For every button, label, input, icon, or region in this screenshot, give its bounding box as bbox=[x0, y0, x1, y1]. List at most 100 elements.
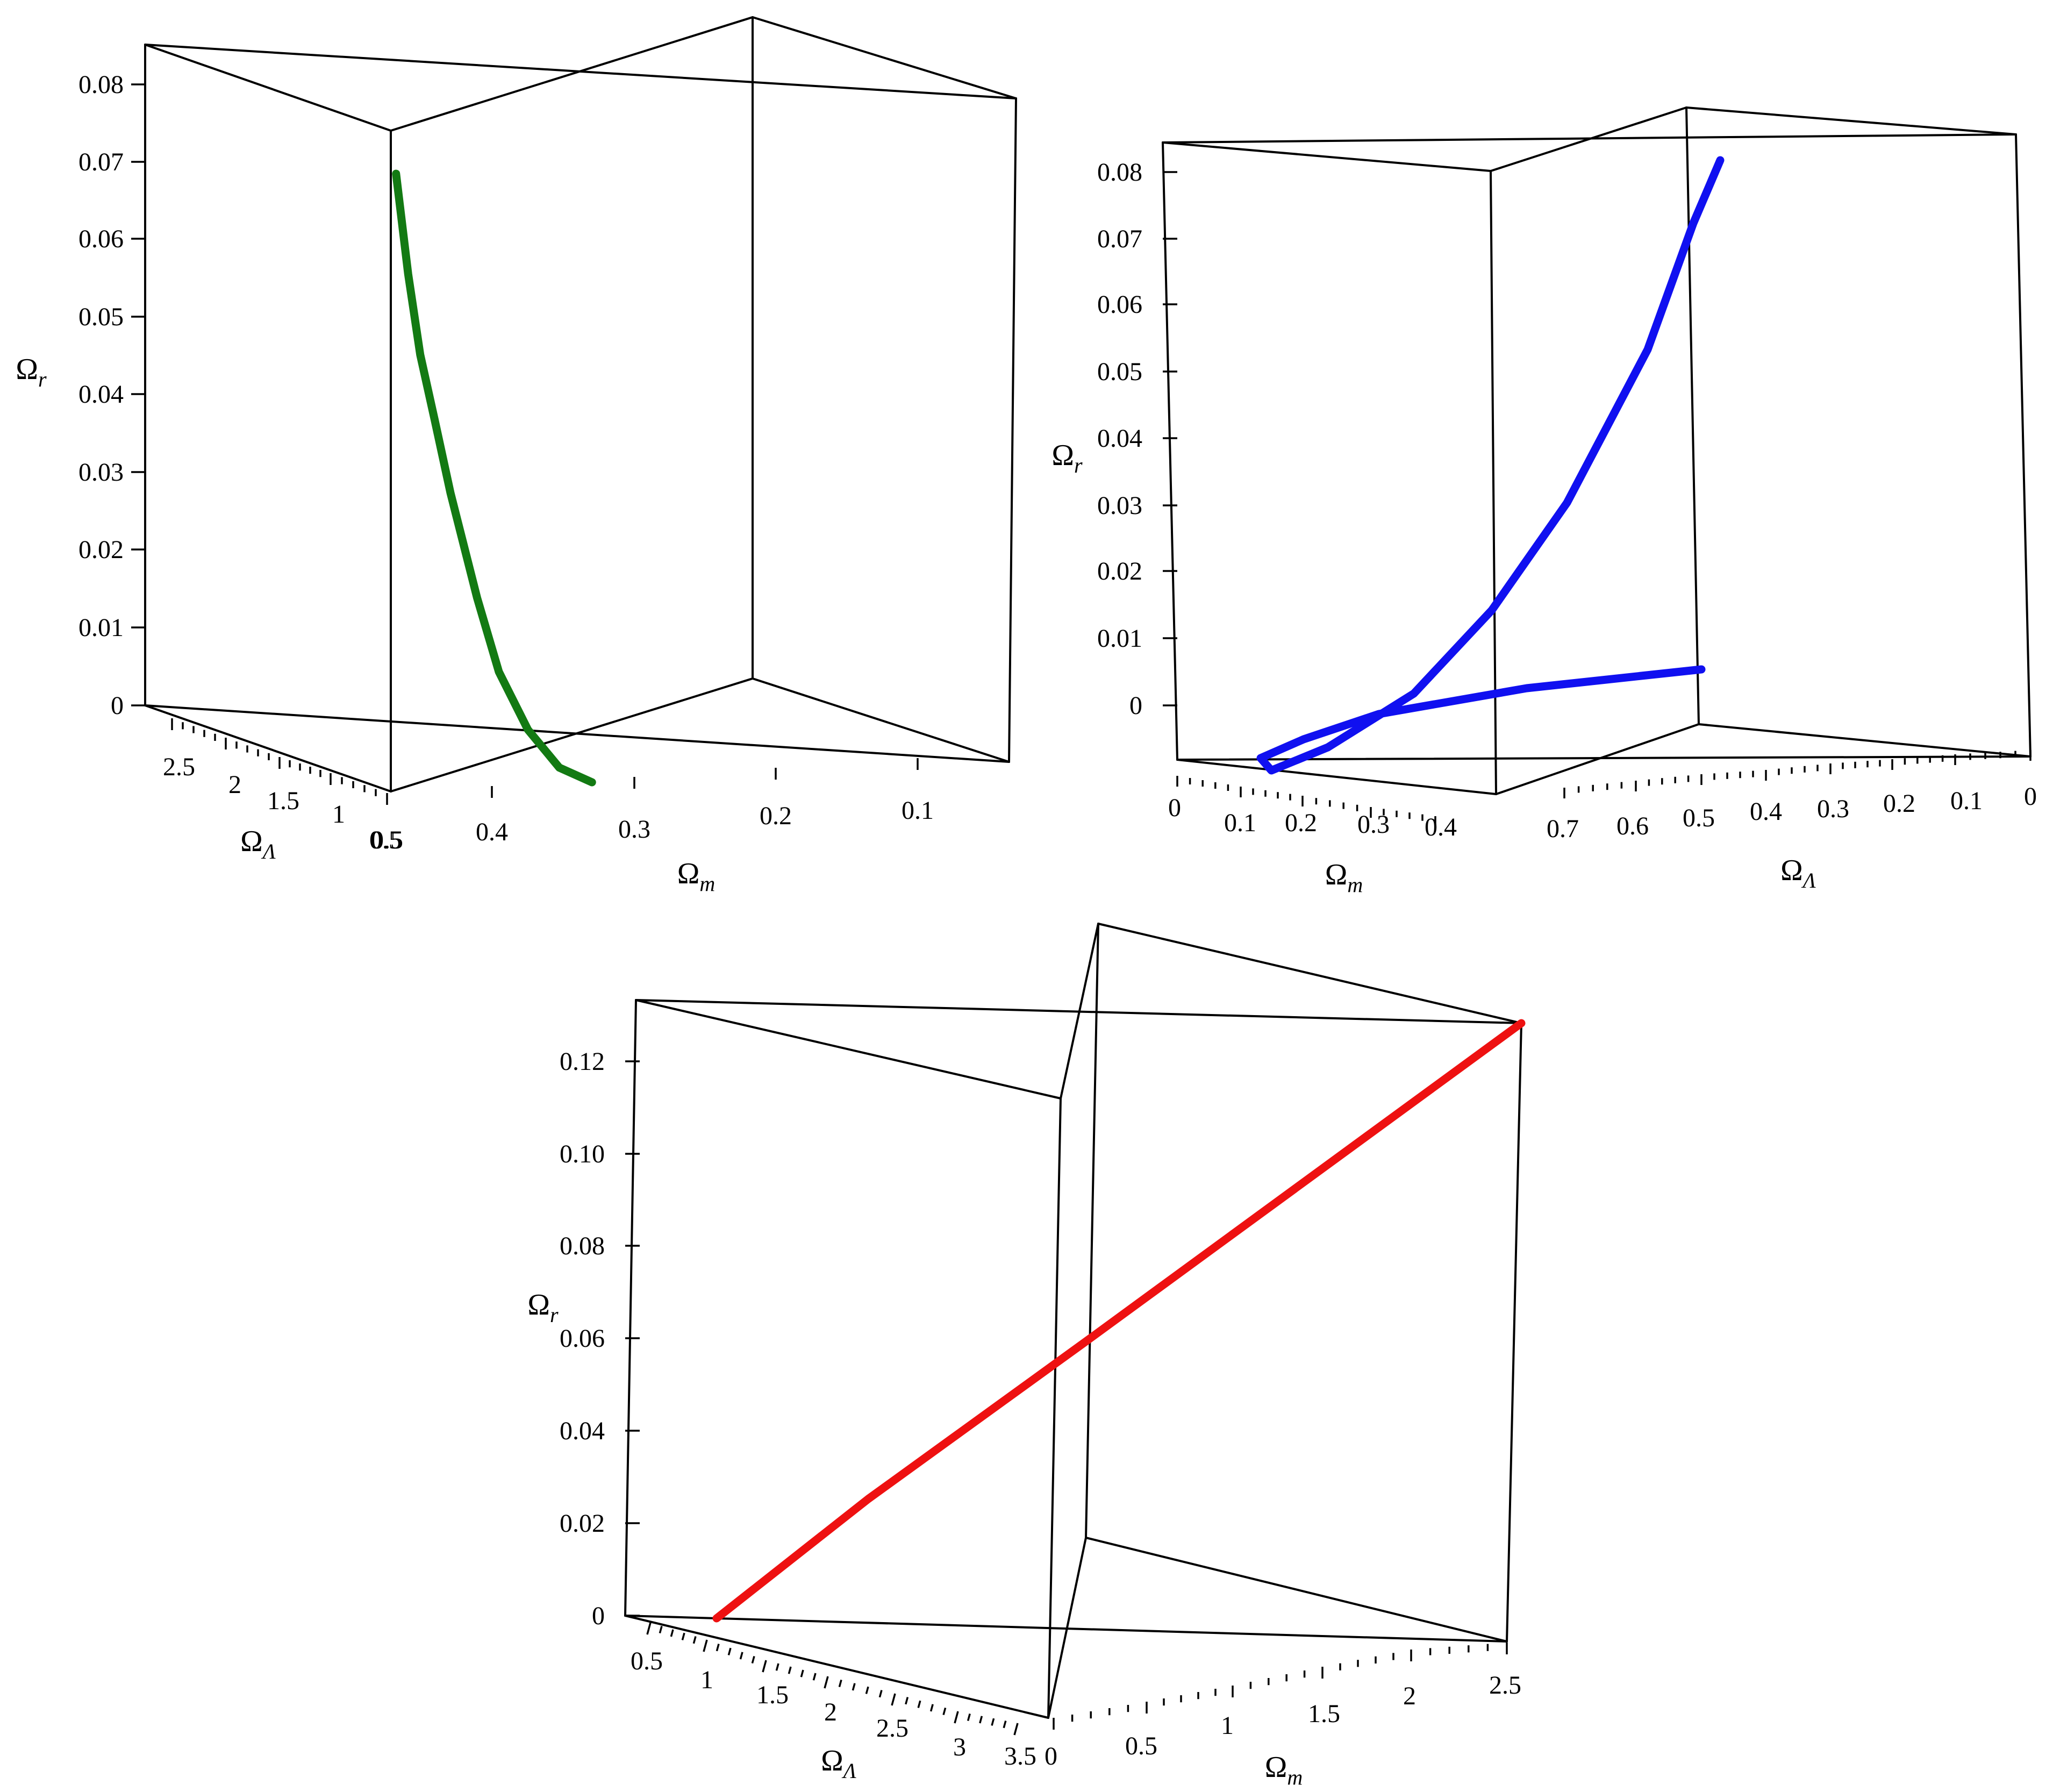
box-edge bbox=[2015, 133, 2031, 758]
z-tick-label: 0.04 bbox=[560, 1417, 605, 1445]
box-edge bbox=[1047, 1097, 1062, 1719]
box-edge bbox=[635, 999, 1062, 1100]
box-edge bbox=[1060, 923, 1099, 1100]
m-tick-label: 0.2 bbox=[1285, 809, 1317, 837]
z-tick-label: 0.05 bbox=[78, 303, 124, 331]
lambda-minor-tick bbox=[739, 1652, 743, 1660]
box-edge bbox=[390, 16, 754, 132]
lambda-tick-label: 3 bbox=[953, 1733, 966, 1761]
m-tick-label: 1.5 bbox=[1308, 1700, 1340, 1728]
z-axis-label: Ωr bbox=[527, 1288, 559, 1327]
lambda-minor-tick bbox=[670, 1629, 674, 1637]
lambda-minor-tick bbox=[1003, 1720, 1007, 1729]
lambda-minor-tick bbox=[692, 1636, 697, 1644]
box-edge bbox=[752, 16, 1017, 99]
box-edge bbox=[752, 677, 1010, 763]
lambda-tick-label: 1 bbox=[700, 1666, 713, 1694]
z-tick-label: 0 bbox=[1129, 691, 1142, 720]
lambda-tick bbox=[891, 1693, 896, 1706]
z-tick-label: 0.07 bbox=[1097, 225, 1142, 253]
m-tick-label: 0.2 bbox=[760, 802, 792, 830]
z-tick-label: 0.06 bbox=[560, 1324, 605, 1353]
z-tick-label: 0 bbox=[592, 1602, 605, 1630]
z-tick-label: 0.03 bbox=[78, 458, 124, 487]
z-axis-label: Ωr bbox=[16, 353, 47, 391]
lambda-tick-label: 0.1 bbox=[1950, 787, 1983, 815]
lambda-minor-tick bbox=[659, 1625, 663, 1634]
lambda-tick-label: 2 bbox=[824, 1698, 837, 1726]
z-tick-label: 0.04 bbox=[1097, 424, 1142, 453]
lambda-tick-label: 0 bbox=[2024, 782, 2037, 811]
box-edge bbox=[390, 677, 754, 793]
lambda-minor-tick bbox=[979, 1716, 983, 1724]
z-tick-label: 0.03 bbox=[1097, 491, 1142, 520]
lambda-minor-tick bbox=[878, 1690, 883, 1698]
lambda-tick bbox=[824, 1676, 829, 1689]
lambda-tick-label: 2.5 bbox=[876, 1714, 909, 1743]
box-edge bbox=[1495, 723, 1700, 795]
lambda-minor-tick bbox=[800, 1669, 804, 1677]
lambda-tick-label: 1.5 bbox=[756, 1681, 789, 1709]
z-tick-label: 0.10 bbox=[560, 1140, 605, 1168]
lambda-minor-tick bbox=[917, 1700, 921, 1708]
box-edge bbox=[1008, 97, 1017, 763]
series-line-green bbox=[392, 169, 596, 787]
m-tick-label: 0 bbox=[1045, 1742, 1057, 1770]
lambda-tick-label: 0.5 bbox=[369, 826, 402, 854]
lambda-minor-tick bbox=[716, 1644, 720, 1652]
box-edge bbox=[1047, 1537, 1087, 1719]
m-tick-label: 0.3 bbox=[1357, 810, 1390, 839]
z-tick-label: 0.02 bbox=[1097, 557, 1142, 586]
lambda-tick-label: 2 bbox=[228, 770, 241, 799]
lambda-tick bbox=[762, 1660, 767, 1673]
lambda-axis-label: ΩΛ bbox=[821, 1744, 856, 1783]
z-axis-label: Ωr bbox=[1051, 439, 1083, 477]
box-edge bbox=[1506, 1022, 1522, 1643]
lambda-tick bbox=[703, 1639, 708, 1652]
box-edge bbox=[1698, 723, 2031, 758]
z-tick-label: 0.01 bbox=[1097, 624, 1142, 653]
m-tick-label: 0.3 bbox=[618, 815, 650, 844]
lambda-minor-tick bbox=[788, 1666, 792, 1674]
box-edge bbox=[1162, 141, 1178, 761]
m-tick-label: 0 bbox=[1168, 794, 1181, 822]
z-tick-label: 0.01 bbox=[78, 613, 124, 642]
lambda-tick-label: 0.6 bbox=[1616, 812, 1649, 840]
z-tick-label: 0.02 bbox=[560, 1509, 605, 1538]
lambda-minor-tick bbox=[929, 1704, 934, 1712]
z-tick-label: 0 bbox=[111, 691, 124, 720]
z-tick-label: 0.07 bbox=[78, 148, 124, 176]
lambda-tick-label: 0.7 bbox=[1547, 815, 1579, 843]
box-edge bbox=[1085, 923, 1099, 1539]
m-axis-label: Ωm bbox=[1265, 1751, 1303, 1789]
lambda-minor-tick bbox=[751, 1655, 755, 1664]
box-edge bbox=[1490, 170, 1497, 795]
lambda-tick-label: 0.2 bbox=[1883, 789, 1915, 818]
lambda-tick bbox=[1013, 1723, 1019, 1736]
lambda-minor-tick bbox=[775, 1663, 779, 1671]
m-tick-label: 0.4 bbox=[476, 818, 508, 846]
m-tick-label: 0.1 bbox=[1224, 809, 1256, 837]
series-line-blue bbox=[1256, 156, 1725, 775]
z-tick-label: 0.04 bbox=[78, 380, 124, 409]
lambda-minor-tick bbox=[865, 1686, 869, 1694]
lambda-tick-label: 0.5 bbox=[1683, 804, 1715, 832]
m-tick-label: 0.4 bbox=[1425, 813, 1457, 841]
box-edge bbox=[1176, 759, 1497, 795]
lambda-minor-tick bbox=[727, 1647, 732, 1655]
z-tick-label: 0.06 bbox=[78, 225, 124, 253]
box-edge bbox=[144, 44, 392, 132]
box-edge bbox=[1162, 141, 1492, 172]
m-tick-label: 0.5 bbox=[1125, 1732, 1157, 1760]
m-tick-label: 2.5 bbox=[1489, 1671, 1521, 1700]
lambda-minor-tick bbox=[838, 1679, 842, 1688]
m-axis-label: Ωm bbox=[677, 857, 716, 896]
lambda-axis-label: ΩΛ bbox=[1780, 854, 1816, 893]
m-axis-label: Ωm bbox=[1325, 858, 1363, 897]
box-edge bbox=[1490, 106, 1687, 172]
lambda-tick-label: 0.4 bbox=[1750, 797, 1782, 826]
lambda-minor-tick bbox=[991, 1718, 995, 1726]
z-tick-label: 0.02 bbox=[78, 536, 124, 564]
z-tick-label: 0.05 bbox=[1097, 358, 1142, 386]
